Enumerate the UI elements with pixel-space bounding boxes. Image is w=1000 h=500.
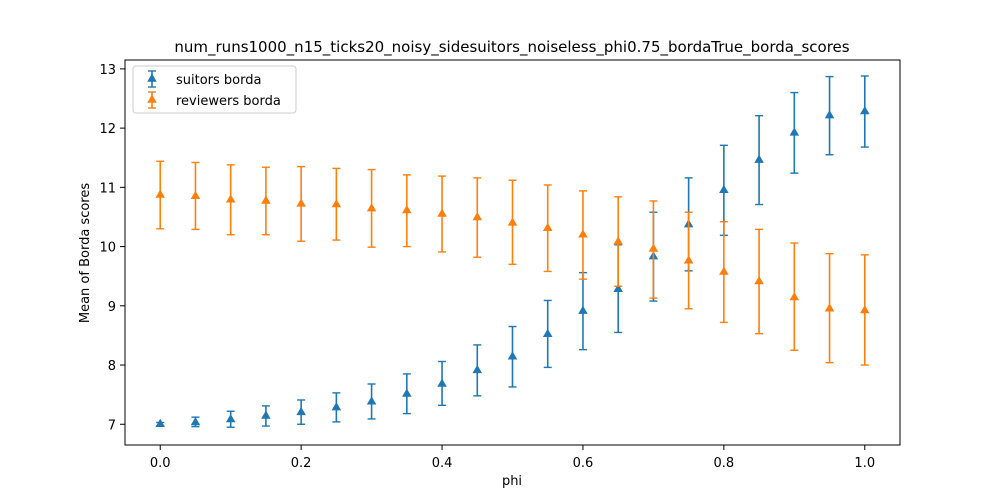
y-axis-label: Mean of Borda scores <box>78 183 93 323</box>
y-tick-label: 9 <box>108 300 116 315</box>
data-point <box>789 292 800 301</box>
data-point <box>578 229 588 238</box>
data-point <box>155 418 165 428</box>
y-tick-label: 8 <box>108 359 116 374</box>
data-point <box>542 328 553 337</box>
data-point <box>402 204 412 214</box>
data-point <box>296 198 306 207</box>
data-point <box>613 283 623 292</box>
series-reviewers <box>155 160 870 366</box>
legend-box <box>132 65 297 114</box>
x-tick-label: 0.4 <box>432 456 453 471</box>
data-point <box>648 243 659 252</box>
data-point <box>331 402 342 411</box>
data-point <box>860 106 870 115</box>
data-point <box>789 127 800 136</box>
data-point <box>578 305 588 314</box>
data-point <box>437 208 447 217</box>
x-tick-label: 0.8 <box>714 456 735 471</box>
data-point <box>261 195 271 204</box>
data-point <box>437 378 447 387</box>
chart-title: num_runs1000_n15_ticks20_noisy_sidesuito… <box>174 38 849 57</box>
data-point <box>507 351 518 360</box>
data-point <box>331 199 342 208</box>
data-point <box>261 410 271 419</box>
y-tick-label: 10 <box>99 241 116 256</box>
series-suitors <box>155 75 870 428</box>
x-tick-label: 0.2 <box>291 456 312 471</box>
data-point <box>366 203 377 212</box>
data-point <box>542 222 553 231</box>
x-tick-label: 0.6 <box>573 456 594 471</box>
data-point <box>190 416 201 426</box>
y-tick-label: 13 <box>99 63 116 78</box>
y-tick-label: 7 <box>108 418 116 433</box>
data-point <box>824 303 835 312</box>
data-point <box>472 364 483 374</box>
data-point <box>824 110 835 119</box>
legend-marker <box>147 73 157 82</box>
data-point <box>507 217 518 226</box>
x-axis-label: phi <box>502 474 522 489</box>
legend: suitors borda reviewers borda <box>132 65 297 114</box>
y-tick-label: 12 <box>99 122 116 137</box>
data-point <box>719 266 729 275</box>
data-point <box>472 212 483 221</box>
data-point <box>366 396 377 405</box>
x-tick-label: 1.0 <box>854 456 875 471</box>
legend-marker <box>147 94 157 103</box>
data-point <box>225 194 236 203</box>
data-point <box>402 388 412 397</box>
legend-label: suitors borda <box>176 73 261 88</box>
legend-label: reviewers borda <box>176 94 281 109</box>
axes-frame <box>124 59 901 446</box>
data-point <box>754 154 764 163</box>
y-axis: 7 8 9 10 11 12 13 <box>99 63 125 433</box>
data-point <box>754 276 764 285</box>
data-point <box>225 414 236 423</box>
data-point <box>613 236 623 245</box>
y-tick-label: 11 <box>99 181 116 196</box>
data-point <box>860 305 870 314</box>
plot-area <box>155 75 870 428</box>
x-axis: 0.0 0.2 0.4 0.6 0.8 1.0 <box>150 445 875 471</box>
data-point <box>683 255 694 264</box>
data-point <box>190 190 201 199</box>
data-point <box>155 189 165 198</box>
data-point <box>719 184 729 194</box>
data-point <box>296 406 306 416</box>
x-tick-label: 0.0 <box>150 456 171 471</box>
